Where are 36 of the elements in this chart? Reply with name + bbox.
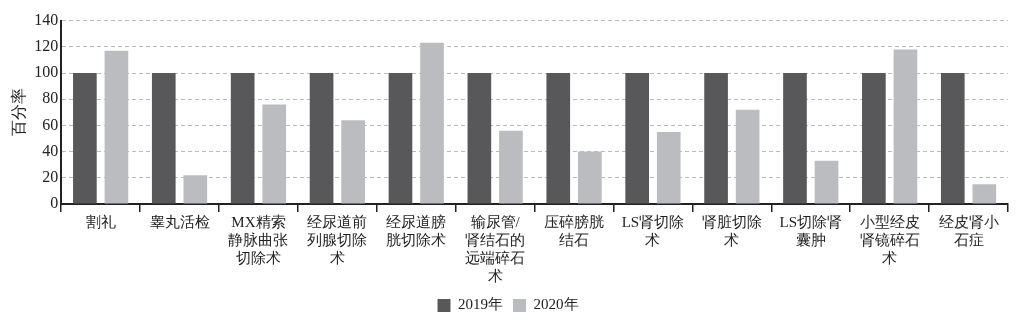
- x-tick-label: 睾丸活检: [149, 213, 210, 230]
- x-tick-label: 割礼: [85, 213, 116, 230]
- x-tick-label: 输尿管/肾结石的远端碎石术: [465, 213, 526, 284]
- x-tick-label: 小型经皮肾镜碎石术: [859, 213, 920, 266]
- y-axis-title: 百分率: [9, 88, 27, 137]
- x-tick-label: 经尿道前列腺切除术: [307, 213, 368, 266]
- y-tick-label: 20: [42, 168, 59, 185]
- legend-label: 2019年: [458, 296, 503, 313]
- bar: [151, 73, 176, 204]
- x-tick-label: MX精索静脉曲张切除术: [228, 213, 289, 266]
- x-tick-label: 压碎膀胱结石: [544, 213, 605, 248]
- x-tick-label: 经尿道膀胱切除术: [386, 213, 447, 248]
- x-tick-label: 肾脏切除术: [701, 213, 762, 248]
- y-tick-label: 0: [50, 194, 59, 212]
- y-tick-label: 140: [34, 10, 59, 28]
- x-tick-label: LS切除肾囊肿: [779, 213, 843, 248]
- y-tick-label: 60: [42, 115, 59, 133]
- bar: [625, 73, 650, 204]
- bar: [704, 73, 728, 204]
- y-tick-label: 80: [42, 89, 59, 107]
- x-tick-label: LS肾切除术: [621, 213, 685, 248]
- x-tick-label: 经皮肾小石症: [938, 213, 999, 248]
- bar: [467, 73, 492, 204]
- bar: [388, 73, 413, 204]
- bar: [546, 73, 571, 204]
- legend-label: 2020年: [533, 296, 579, 313]
- y-tick-label: 100: [34, 63, 59, 81]
- bar: [230, 73, 255, 204]
- bar: [862, 73, 886, 204]
- bar: [940, 73, 965, 204]
- bar: [972, 184, 997, 204]
- bar: [309, 73, 334, 204]
- y-tick-label: 120: [34, 37, 59, 54]
- y-tick-label: 40: [42, 141, 59, 159]
- bar: [73, 73, 97, 204]
- bar: [783, 73, 807, 204]
